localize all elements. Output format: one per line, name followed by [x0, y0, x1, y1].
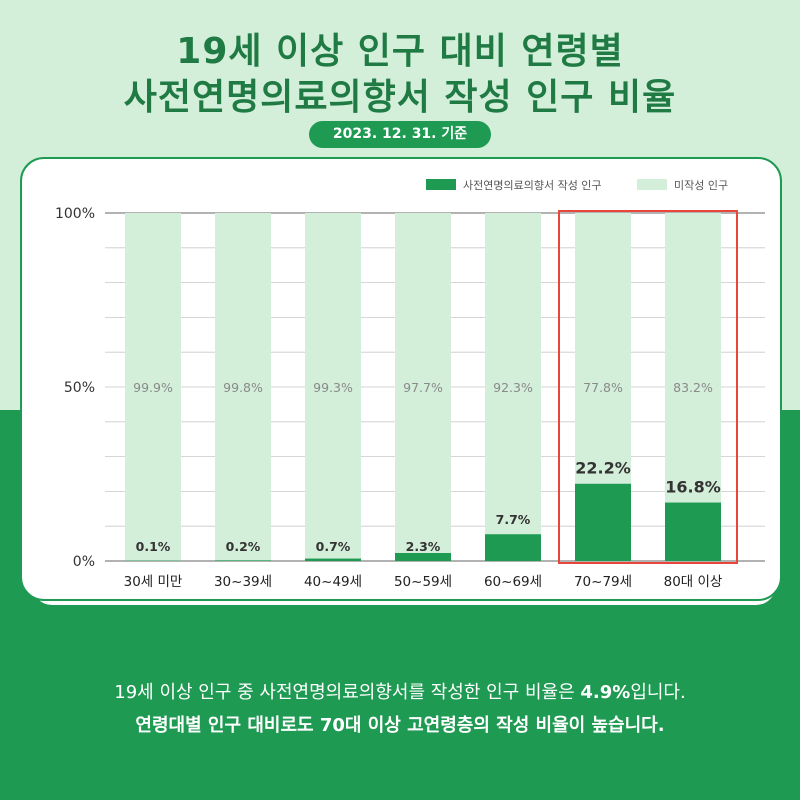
bar-not-written: [125, 213, 181, 561]
x-tick-label: 40~49세: [304, 574, 362, 590]
y-tick-label: 50%: [64, 380, 95, 396]
x-tick-label: 60~69세: [484, 574, 542, 590]
y-tick-label: 100%: [55, 206, 95, 222]
data-label-not-written: 99.9%: [133, 380, 173, 395]
x-tick-label: 30세 미만: [124, 574, 183, 590]
x-tick-label: 30~39세: [214, 574, 272, 590]
data-label-not-written: 97.7%: [403, 380, 443, 395]
data-label-written: 0.1%: [136, 539, 171, 554]
footer-line2-bold: 연령대별 인구 대비: [135, 715, 281, 736]
bar-not-written: [665, 213, 721, 503]
bar-written: [665, 502, 721, 561]
footer-line1: 19세 이상 인구 중 사전연명의료의향서를 작성한 인구 비율은 4.9%입니…: [0, 678, 800, 704]
data-label-not-written: 99.8%: [223, 380, 263, 395]
y-tick-label: 0%: [73, 554, 95, 570]
bar-not-written: [485, 213, 541, 535]
data-label-written: 7.7%: [496, 512, 531, 527]
footer-line1-end: 입니다.: [630, 682, 686, 703]
page-title-line1: 19세 이상 인구 대비 연령별: [176, 31, 624, 72]
bar-not-written: [305, 213, 361, 559]
date-badge: 2023. 12. 31. 기준: [309, 121, 491, 148]
x-tick-label: 80대 이상: [664, 574, 723, 590]
bar-written: [215, 560, 271, 561]
page-title-line2: 사전연명의료의향서 작성 인구 비율: [123, 77, 677, 118]
data-label-written: 16.8%: [665, 478, 721, 497]
x-tick-label: 70~79세: [574, 574, 632, 590]
footer-line2: 연령대별 인구 대비로도 70대 이상 고연령층의 작성 비율이 높습니다.: [0, 711, 800, 737]
data-label-not-written: 99.3%: [313, 380, 353, 395]
bar-written: [485, 534, 541, 561]
legend-label-written: 사전연명의료의향서 작성 인구: [463, 179, 602, 192]
footer-line1-text: 19세 이상 인구 중 사전연명의료의향서를 작성한 인구 비율은: [114, 682, 581, 703]
bar-not-written: [215, 213, 271, 561]
bar-written: [305, 558, 361, 561]
bar-not-written: [575, 213, 631, 484]
data-label-written: 22.2%: [575, 459, 631, 478]
footer-line2-text: 로도 70대 이상 고연령층의 작성 비율이 높습니다.: [280, 715, 665, 736]
data-label-not-written: 83.2%: [673, 380, 713, 395]
x-tick-label: 50~59세: [394, 574, 452, 590]
bar-not-written: [395, 213, 451, 553]
highlight-box: [558, 210, 738, 564]
bar-written: [575, 483, 631, 561]
legend-swatch-written: [426, 179, 456, 190]
legend-label-not-written: 미작성 인구: [674, 179, 728, 192]
footer-line1-highlight: 4.9%: [580, 682, 631, 703]
bar-written: [395, 552, 451, 561]
legend-swatch-not-written: [637, 179, 667, 190]
data-label-not-written: 77.8%: [583, 380, 623, 395]
data-label-written: 0.7%: [316, 539, 351, 554]
data-label-written: 2.3%: [406, 539, 441, 554]
data-label-written: 0.2%: [226, 539, 261, 554]
data-label-not-written: 92.3%: [493, 380, 533, 395]
